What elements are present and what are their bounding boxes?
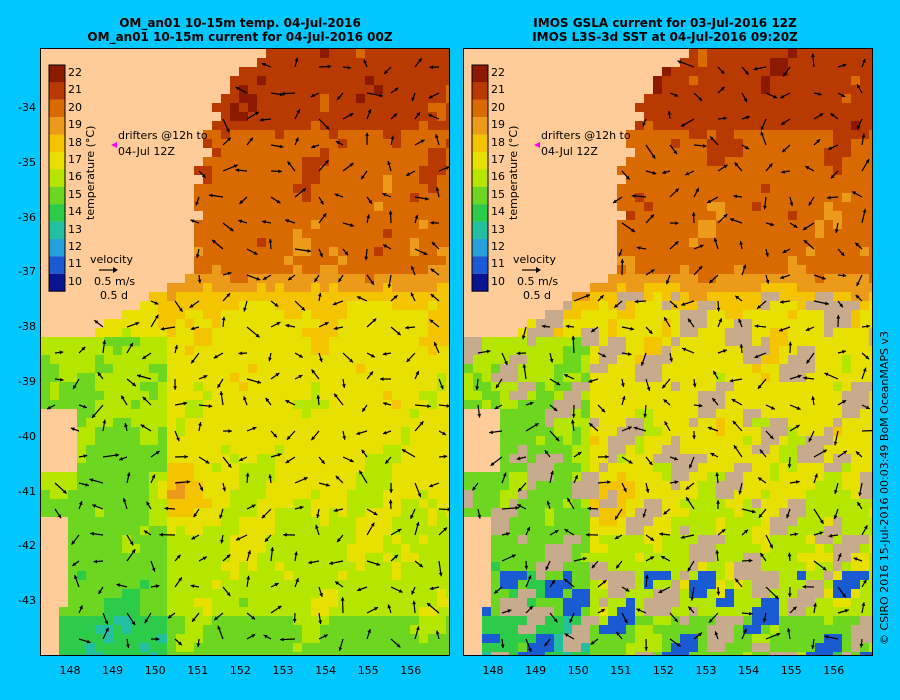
colorbar-tick-label-right: 10 [491,274,505,288]
longitude-label-left: 154 [315,664,337,677]
latitude-label: -40 [18,429,36,443]
colorbar-tick-label-left: 13 [68,222,82,236]
colorbar-tick-label-left: 15 [68,187,82,201]
colorbar-tick-label-left: 10 [68,274,82,288]
longitude-label-right: 148 [482,664,504,677]
colorbar-tick-label-left: 19 [68,118,82,132]
longitude-label-right: 153 [695,664,717,677]
latitude-label: -38 [18,320,36,334]
colorbar-tick-label-right: 20 [491,100,505,114]
colorbar-tick-label-right: 13 [491,222,505,236]
longitude-label-left: 153 [272,664,294,677]
longitude-label-right: 154 [738,664,760,677]
temperature-axis-label-right: temperature (°C) [507,125,520,220]
latitude-label: -34 [18,101,36,114]
colorbar-tick-label-left: 18 [68,135,82,149]
longitude-label-left: 156 [400,664,422,677]
colorbar-tick-label-left: 12 [68,240,82,253]
colorbar-tick-label-right: 22 [491,66,505,79]
left-temperature-map [40,48,450,656]
colorbar-tick-label-left: 22 [68,66,82,79]
velocity-legend-title-right: velocity [513,253,556,266]
latitude-label: -43 [18,594,36,608]
longitude-label-right: 151 [610,664,632,677]
right-map-title: IMOS GSLA current for 03-Jul-2016 12Z IM… [455,16,875,44]
longitude-label-left: 155 [357,664,379,677]
colorbar-tick-label-right: 17 [491,153,505,166]
colorbar-tick-label-right: 12 [491,240,505,253]
longitude-label-left: 149 [102,664,124,677]
velocity-legend-time-left: 0.5 d [100,289,128,302]
colorbar-tick-label-left: 21 [68,83,82,97]
colorbar-tick-label-left: 14 [68,205,82,219]
latitude-label: -41 [18,484,36,498]
colorbar [48,64,66,292]
colorbar-tick-label-right: 11 [491,257,505,271]
current-vectors [471,53,872,653]
left-map-title: OM_an01 10-15m temp. 04-Jul-2016 OM_an01… [30,16,450,44]
latitude-label: -36 [18,210,36,224]
colorbar-tick-label-left: 16 [68,170,82,184]
velocity-legend-title-left: velocity [90,253,133,266]
latitude-label: -37 [18,265,36,279]
longitude-label-right: 152 [652,664,674,677]
colorbar-tick-label-right: 14 [491,205,505,219]
longitude-label-left: 152 [229,664,251,677]
right-sst-map [463,48,873,656]
drifters-legend-time-right: 04-Jul 12Z [541,145,598,158]
left-title-line2: OM_an01 10-15m current for 04-Jul-2016 0… [87,30,393,44]
drifters-legend-time-left: 04-Jul 12Z [118,145,175,158]
colorbar-tick-label-right: 15 [491,187,505,201]
colorbar-tick-label-right: 19 [491,118,505,132]
left-map-canvas [41,49,449,655]
longitude-label-right: 150 [567,664,589,677]
latitude-label: -35 [18,155,36,169]
longitude-label-right: 149 [525,664,547,677]
colorbar-tick-label-right: 21 [491,83,505,97]
longitude-label-left: 148 [59,664,81,677]
credit-text: © CSIRO 2016 15-Jul-2016 00:03:49 BoM Oc… [878,331,891,645]
drifters-legend-left: drifters @12h to [118,129,208,142]
velocity-legend-value-left: 0.5 m/s [94,275,136,288]
right-title-line2: IMOS L3S-3d SST at 04-Jul-2016 09:20Z [532,30,798,44]
longitude-label-right: 156 [823,664,845,677]
longitude-label-left: 151 [187,664,209,677]
right-title-line1: IMOS GSLA current for 03-Jul-2016 12Z [533,16,797,30]
longitude-label-right: 155 [780,664,802,677]
latitude-label: -39 [18,375,36,388]
colorbar-tick-label-left: 17 [68,153,82,166]
colorbar-tick-label-right: 18 [491,135,505,149]
colorbar-tick-label-left: 20 [68,100,82,114]
drifters-legend-right: drifters @12h to [541,129,631,142]
drifter-marker-icon [111,142,117,148]
right-map-canvas [464,49,872,655]
drifter-marker-icon [534,142,540,148]
velocity-legend-time-right: 0.5 d [523,289,551,302]
velocity-legend-value-right: 0.5 m/s [517,275,559,288]
left-title-line1: OM_an01 10-15m temp. 04-Jul-2016 [119,16,361,30]
colorbar-tick-label-left: 11 [68,257,82,271]
temperature-axis-label-left: temperature (°C) [84,125,97,220]
colorbar [471,64,489,292]
colorbar-tick-label-right: 16 [491,170,505,184]
current-vectors [46,57,449,652]
longitude-label-left: 150 [144,664,166,677]
latitude-label: -42 [18,539,36,553]
